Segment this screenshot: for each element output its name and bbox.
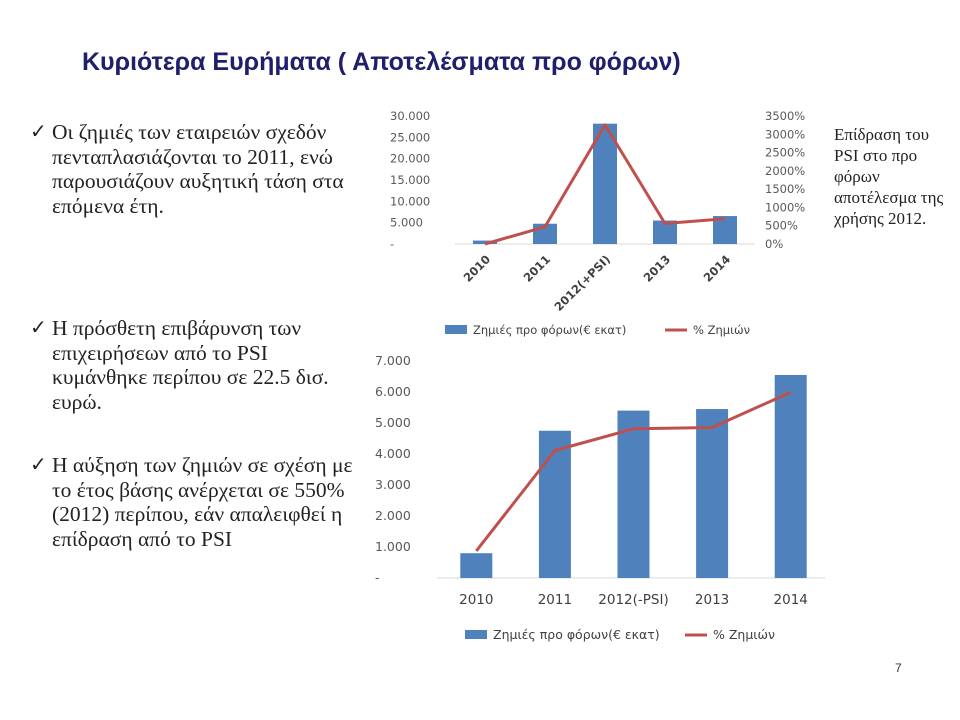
checkmark-icon: ✓ (30, 317, 47, 339)
x-tick-label: 2014 (701, 252, 734, 285)
y-left-tick-label: - (390, 237, 394, 251)
y-left-tick-label: 5.000 (390, 216, 423, 230)
y-left-tick-label: 25.000 (390, 130, 430, 144)
x-tick-label: 2011 (538, 592, 572, 608)
chart-without-psi: -1.0002.0003.0004.0005.0006.0007.0000%10… (375, 353, 825, 642)
y-left-tick-label: 3.000 (375, 477, 411, 492)
bullet-item: ✓ Οι ζημιές των εταιρειών σχεδόν πενταπλ… (30, 120, 360, 218)
y-left-tick-label: 30.000 (390, 109, 430, 123)
bar (617, 410, 650, 578)
y-left-tick-label: - (375, 570, 380, 585)
x-tick-label: 2013 (695, 592, 729, 608)
x-tick-label: 2010 (461, 252, 494, 285)
x-tick-label: 2010 (459, 592, 493, 608)
y-right-tick-label: 2500% (765, 146, 805, 160)
legend-line-label: % Ζημιών (693, 323, 750, 337)
x-tick-label: 2014 (774, 592, 808, 608)
slide-title: Κυριότερα Ευρήματα ( Αποτελέσματα προ φό… (82, 48, 681, 76)
checkmark-icon: ✓ (30, 454, 47, 476)
bar (653, 220, 677, 244)
y-right-tick-label: 3000% (765, 127, 805, 141)
y-left-tick-label: 10.000 (390, 194, 430, 208)
bar (538, 430, 571, 578)
bar (473, 240, 497, 244)
y-right-tick-label: 0% (765, 237, 783, 251)
legend-bar-label: Ζημιές προ φόρων(€ εκατ) (493, 627, 660, 642)
y-left-tick-label: 20.000 (390, 152, 430, 166)
bar (593, 123, 617, 244)
bar (774, 374, 807, 578)
y-right-tick-label: 500% (765, 219, 798, 233)
x-tick-label: 2012(+PSI) (551, 252, 613, 314)
x-tick-label: 2011 (521, 252, 554, 285)
y-right-tick-label: 1500% (765, 182, 805, 196)
y-left-tick-label: 1.000 (375, 539, 411, 554)
legend-bar-swatch (465, 630, 487, 639)
x-tick-label: 2013 (641, 252, 674, 285)
legend-line-label: % Ζημιών (713, 627, 775, 642)
chart-with-psi: - 5.000 10.000 15.000 20.000 25.000 30.000 0% 50… (390, 109, 805, 337)
x-tick-label: 2012(-PSI) (598, 592, 668, 608)
y-right-tick-label: 3500% (765, 109, 805, 123)
series-line (484, 123, 726, 246)
y-right-tick-label: 2000% (765, 164, 805, 178)
bar (460, 553, 493, 578)
y-left-tick-label: 2.000 (375, 508, 411, 523)
y-left-tick-label: 7.000 (375, 353, 411, 368)
side-note: Επίδραση του PSI στο προ φόρων αποτέλεσμ… (834, 125, 944, 228)
y-left-tick-label: 15.000 (390, 173, 430, 187)
y-left-tick-label: 4.000 (375, 446, 411, 461)
bullet-text: Οι ζημιές των εταιρειών σχεδόν πενταπλασ… (52, 120, 344, 218)
series-line (475, 390, 792, 552)
page-number: 7 (895, 661, 902, 675)
bullet-item: ✓ Η πρόσθετη επιβάρυνση των επιχειρήσεων… (30, 316, 360, 414)
bar (696, 409, 729, 578)
y-left-tick-label: 6.000 (375, 384, 411, 399)
legend-bar-swatch (445, 325, 467, 334)
bullet-item: ✓ Η αύξηση των ζημιών σε σχέση με το έτο… (30, 453, 360, 551)
legend-bar-label: Ζημιές προ φόρων(€ εκατ) (473, 323, 626, 337)
bullet-text: Η πρόσθετη επιβάρυνση των επιχειρήσεων α… (52, 316, 329, 414)
y-left-tick-label: 5.000 (375, 415, 411, 430)
bullet-text: Η αύξηση των ζημιών σε σχέση με το έτος … (52, 453, 353, 551)
y-right-tick-label: 1000% (765, 200, 805, 214)
checkmark-icon: ✓ (30, 121, 47, 143)
